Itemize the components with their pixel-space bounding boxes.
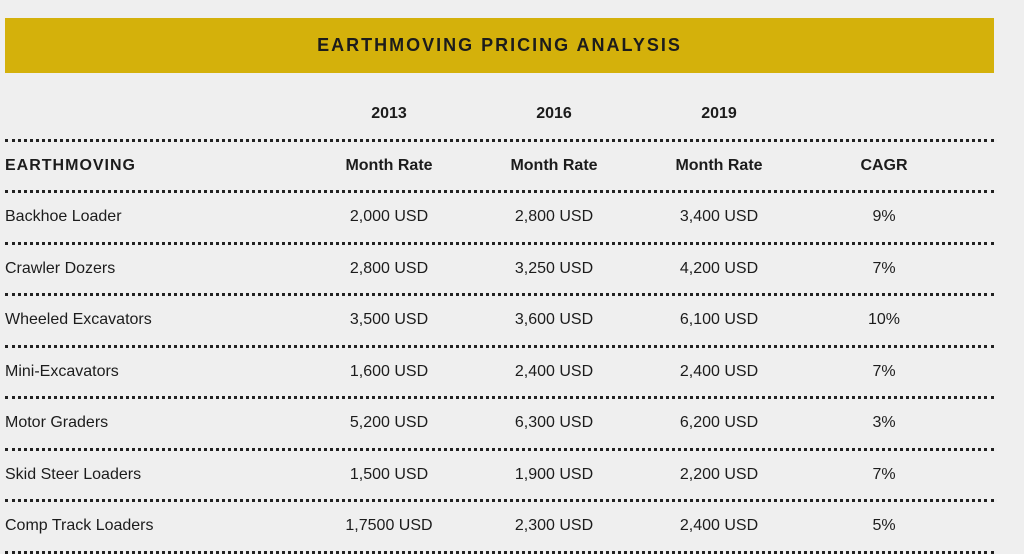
month-rate-2013-header: Month Rate (345, 156, 433, 174)
cagr-value: 7% (872, 259, 896, 277)
table-row: Wheeled Excavators 3,500 USD 3,600 USD 6… (5, 296, 994, 348)
cagr-value: 9% (872, 208, 896, 226)
equipment-name: Mini-Excavators (5, 362, 119, 380)
rate-2013: 1,600 USD (349, 362, 429, 380)
cagr-header: CAGR (860, 156, 908, 174)
rate-2016: 3,600 USD (514, 311, 594, 329)
year-2019-header: 2019 (701, 105, 737, 123)
month-rate-2016-header: Month Rate (510, 156, 598, 174)
rate-2013: 1,500 USD (349, 465, 429, 483)
equipment-name: Skid Steer Loaders (5, 465, 142, 483)
rate-2016: 2,400 USD (514, 362, 594, 380)
rate-2019: 3,400 USD (679, 208, 759, 226)
table-row: Skid Steer Loaders 1,500 USD 1,900 USD 2… (5, 451, 994, 502)
year-header-row: 2013 2016 2019 (5, 90, 994, 142)
rate-2016: 3,250 USD (514, 259, 594, 277)
equipment-name: Backhoe Loader (5, 208, 122, 226)
rate-2019: 2,400 USD (679, 362, 759, 380)
rate-2016: 1,900 USD (514, 465, 594, 483)
rate-2019: 4,200 USD (679, 259, 759, 277)
cagr-value: 7% (872, 465, 896, 483)
rate-2019: 2,200 USD (679, 465, 759, 483)
pricing-table: 2013 2016 2019 EARTHMOVING Month Rate Mo… (5, 90, 994, 554)
page-title: EARTHMOVING PRICING ANALYSIS (317, 35, 682, 55)
table-row: Crawler Dozers 2,800 USD 3,250 USD 4,200… (5, 245, 994, 296)
cagr-value: 7% (872, 362, 896, 380)
equipment-name: Motor Graders (5, 414, 109, 432)
rate-2019: 6,200 USD (679, 414, 759, 432)
cagr-value: 3% (872, 414, 896, 432)
column-header-row: EARTHMOVING Month Rate Month Rate Month … (5, 142, 994, 193)
rate-2013: 2,800 USD (349, 259, 429, 277)
equipment-name: Wheeled Excavators (5, 311, 152, 329)
table-row: Motor Graders 5,200 USD 6,300 USD 6,200 … (5, 399, 994, 451)
table-row: Backhoe Loader 2,000 USD 2,800 USD 3,400… (5, 193, 994, 245)
rate-2016: 6,300 USD (514, 414, 594, 432)
table-row: Comp Track Loaders 1,7500 USD 2,300 USD … (5, 502, 994, 554)
rate-2016: 2,800 USD (514, 208, 594, 226)
month-rate-2019-header: Month Rate (675, 156, 763, 174)
rate-2013: 5,200 USD (349, 414, 429, 432)
year-2013-header: 2013 (371, 105, 407, 123)
equipment-name: Crawler Dozers (5, 259, 116, 277)
rate-2019: 6,100 USD (679, 311, 759, 329)
category-header: EARTHMOVING (5, 156, 136, 174)
rate-2013: 2,000 USD (349, 208, 429, 226)
year-2016-header: 2016 (536, 105, 572, 123)
rate-2013: 3,500 USD (349, 311, 429, 329)
title-banner: EARTHMOVING PRICING ANALYSIS (5, 18, 994, 73)
rate-2016: 2,300 USD (514, 517, 594, 535)
rate-2019: 2,400 USD (679, 517, 759, 535)
cagr-value: 5% (872, 517, 896, 535)
cagr-value: 10% (867, 311, 901, 329)
rate-2013: 1,7500 USD (345, 517, 433, 535)
equipment-name: Comp Track Loaders (5, 517, 154, 535)
table-row: Mini-Excavators 1,600 USD 2,400 USD 2,40… (5, 348, 994, 399)
